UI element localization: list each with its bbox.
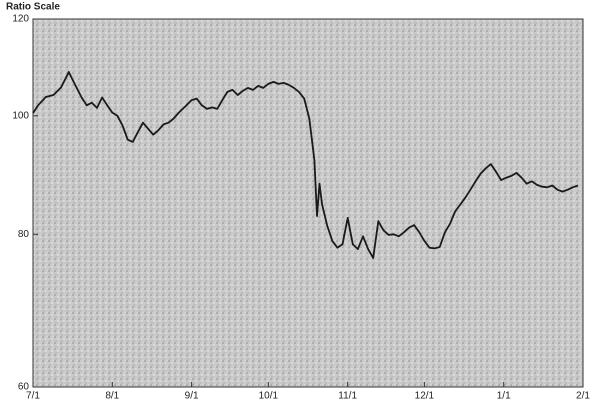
- plot-area: [32, 18, 584, 388]
- x-tick-label: 9/1: [185, 391, 199, 402]
- chart-title: Ratio Scale: [6, 2, 60, 13]
- y-tick-label: 60: [18, 382, 30, 393]
- y-tick-label: 120: [12, 14, 29, 25]
- y-tick-label: 100: [12, 110, 29, 121]
- x-tick-label: 11/1: [338, 391, 357, 402]
- x-tick-label: 7/1: [26, 391, 40, 402]
- x-tick-label: 2/1: [576, 391, 590, 402]
- x-tick-label: 8/1: [105, 391, 119, 402]
- data-line: [32, 71, 579, 259]
- x-tick-label: 10/1: [259, 391, 279, 402]
- x-tick-label: 12/1: [415, 391, 435, 402]
- x-tick-label: 1/1: [497, 391, 511, 402]
- y-tick-label: 80: [18, 229, 30, 240]
